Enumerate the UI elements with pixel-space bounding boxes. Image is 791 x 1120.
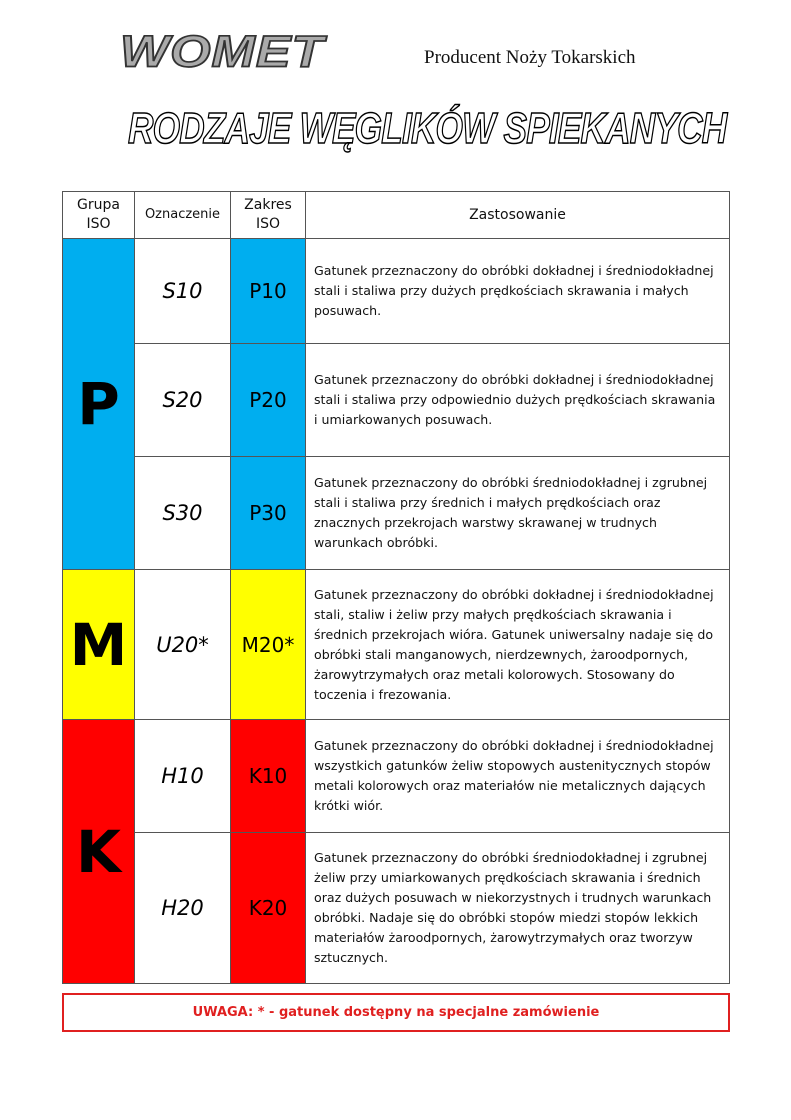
table-row: K H10 K10 Gatunek przeznaczony do obróbki d… bbox=[62, 719, 730, 984]
usage-cell: Gatunek przeznaczony do obróbki średniod… bbox=[305, 832, 730, 984]
designation-cell: S10 bbox=[134, 238, 231, 344]
table-row: H20 K20 Gatunek przeznaczony do obróbki śr… bbox=[63, 832, 730, 984]
usage-cell: Gatunek przeznaczony do obróbki dokładne… bbox=[305, 569, 730, 720]
title: RODZAJE WĘGLIKÓW SPIEKANYCH bbox=[127, 103, 727, 154]
designation-cell: H20 bbox=[134, 832, 231, 984]
iso-cell: P30 bbox=[230, 456, 306, 570]
usage-cell: Gatunek przeznaczony do obróbki średniod… bbox=[305, 456, 730, 570]
header-row: Grupa ISO Oznaczenie Zakres ISO Zastosow… bbox=[62, 191, 730, 239]
column-header: Oznaczenie bbox=[134, 191, 231, 239]
tagline: Producent Noży Tokarskich bbox=[424, 47, 636, 68]
table-row: S30 P30 Gatunek przeznaczony do obróbki śr… bbox=[63, 456, 730, 570]
usage-cell: Gatunek przeznaczony do obróbki dokładne… bbox=[305, 238, 730, 344]
table-body: P S10 P10 Gatunek przeznaczony do obróbki d… bbox=[62, 238, 730, 984]
group-cell: M bbox=[62, 569, 135, 720]
designation-cell: U20* bbox=[134, 569, 231, 720]
group-cell: K bbox=[62, 719, 135, 984]
designation-cell: S20 bbox=[134, 343, 231, 457]
iso-cell: M20* bbox=[230, 569, 306, 720]
iso-cell: K10 bbox=[230, 719, 306, 833]
designation-cell: S30 bbox=[134, 456, 231, 570]
column-header: Zastosowanie bbox=[305, 191, 730, 239]
iso-cell: P20 bbox=[230, 343, 306, 457]
table-row: S20 P20 Gatunek przeznaczony do obróbki do… bbox=[63, 343, 730, 457]
usage-cell: Gatunek przeznaczony do obróbki dokładne… bbox=[305, 719, 730, 833]
group-cell: P bbox=[62, 238, 135, 570]
table-row: P S10 P10 Gatunek przeznaczony do obróbki d… bbox=[62, 238, 730, 570]
iso-cell: P10 bbox=[230, 238, 306, 344]
designation-cell: H10 bbox=[134, 719, 231, 833]
note: UWAGA: * - gatunek dostępny na specjalne… bbox=[62, 993, 730, 1032]
carbide-table: Grupa ISO Oznaczenie Zakres ISO Zastosow… bbox=[62, 191, 730, 984]
usage-cell: Gatunek przeznaczony do obróbki dokładne… bbox=[305, 343, 730, 457]
column-header: Zakres ISO bbox=[230, 191, 306, 239]
iso-cell: K20 bbox=[230, 832, 306, 984]
column-header: Grupa ISO bbox=[62, 191, 135, 239]
logo: WOMET bbox=[119, 27, 325, 78]
table-row: M U20* M20* Gatunek przeznaczony do obróbki… bbox=[62, 569, 730, 720]
